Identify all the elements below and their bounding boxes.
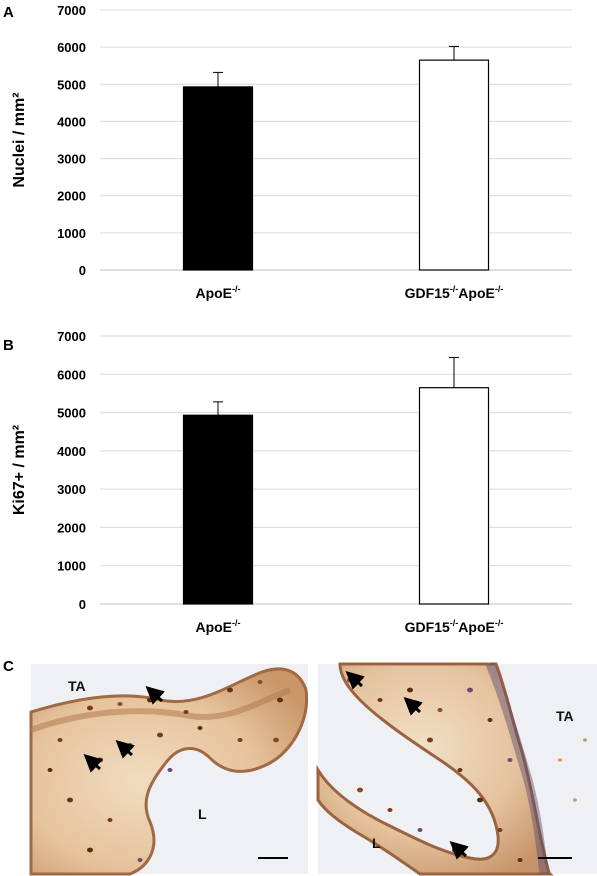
chart1-ytick-label: 2000 [57, 520, 86, 535]
stained-nucleus [107, 818, 113, 822]
stained-nucleus [517, 858, 523, 862]
chart1-y-axis-label: Ki67+ / mm² [11, 425, 28, 515]
chart1-bar-1 [418, 387, 490, 605]
stained-nucleus [57, 738, 63, 742]
arrow-1 [145, 685, 165, 705]
chart0-category-label: GDF15-/-ApoE-/- [405, 284, 504, 301]
stained-nucleus [417, 828, 423, 832]
stained-nucleus [497, 828, 503, 832]
stained-nucleus [147, 697, 153, 703]
tissue-right [316, 662, 554, 876]
chart0-bar-1 [418, 59, 490, 271]
stained-nucleus [183, 710, 189, 714]
chart-b: 0 1000 2000 3000 4000 5000 6000 7000 Ki67+ / mm²… [11, 329, 572, 635]
stained-nucleus [357, 787, 363, 793]
chart0-category-label: ApoE-/- [195, 284, 240, 301]
micrograph-right: TA L [316, 662, 597, 876]
stained-nucleus [457, 768, 463, 772]
chart1-ytick-label: 1000 [57, 559, 86, 574]
chart0-ytick-label: 1000 [57, 226, 86, 241]
stained-nucleus [137, 858, 143, 862]
chart0-y-axis-label: Nuclei / mm² [11, 92, 28, 187]
stained-nucleus [583, 738, 587, 742]
endothelium-right [485, 662, 549, 875]
stained-nucleus [197, 726, 203, 730]
stained-nucleus [237, 738, 243, 742]
stained-nucleus [117, 702, 123, 706]
stained-nucleus [427, 737, 433, 743]
chart1-ytick-label: 6000 [57, 367, 86, 382]
stained-nucleus [467, 687, 473, 693]
arrow-2 [115, 739, 135, 759]
chart1-ytick-label: 3000 [57, 482, 86, 497]
arrow-5 [403, 696, 423, 716]
panel-letter-c: C [3, 658, 14, 675]
chart-a: 0 1000 2000 3000 4000 5000 6000 7000 Nuclei / mm… [11, 3, 572, 301]
stained-nucleus [558, 758, 562, 762]
chart1-category-label: GDF15-/-ApoE-/- [405, 618, 504, 635]
micrograph-left-label-ta: TA [68, 678, 86, 694]
micrograph-left: TA L [29, 664, 309, 876]
stained-nucleus [97, 757, 103, 763]
panel-letter-b: B [3, 337, 14, 354]
stained-nucleus [167, 768, 173, 772]
stained-nucleus [477, 797, 483, 803]
arrow-6 [449, 840, 469, 860]
stained-nucleus [507, 758, 513, 762]
chart1-ytick-label: 4000 [57, 444, 86, 459]
tissue-left [29, 667, 309, 876]
stained-nucleus [573, 798, 577, 802]
chart0-ytick-label: 3000 [57, 152, 86, 167]
stained-nucleus [257, 680, 263, 684]
stained-nucleus [87, 705, 93, 711]
stained-nucleus [437, 708, 443, 712]
stained-nucleus [277, 697, 283, 703]
micrograph-right-label-l: L [372, 835, 381, 851]
stained-nucleus [47, 768, 53, 772]
panel-letter-a: A [3, 4, 14, 21]
stained-nucleus [87, 847, 93, 853]
chart1-category-label: ApoE-/- [195, 618, 240, 635]
chart1-ytick-label: 0 [79, 597, 86, 612]
chart1-ytick-label: 7000 [57, 329, 86, 344]
chart1-bar-0 [182, 414, 254, 605]
media-layer-left [29, 687, 292, 733]
chart0-ytick-label: 6000 [57, 40, 86, 55]
arrow-4 [345, 670, 365, 690]
chart0-ytick-label: 5000 [57, 77, 86, 92]
chart1-ytick-label: 5000 [57, 406, 86, 421]
stained-nucleus [127, 743, 133, 747]
stained-nucleus [487, 718, 493, 722]
micrograph-right-label-ta: TA [556, 708, 574, 724]
arrow-3 [83, 753, 103, 773]
chart0-bar-0 [182, 86, 254, 271]
stained-nucleus [67, 797, 73, 803]
chart0-ytick-label: 0 [79, 263, 86, 278]
micrograph-left-label-l: L [198, 806, 207, 822]
stained-nucleus [227, 687, 233, 693]
stained-nucleus [377, 698, 383, 702]
stained-nucleus [157, 732, 163, 738]
stained-nucleus [387, 808, 393, 812]
stained-nucleus [273, 737, 279, 743]
chart0-ytick-label: 2000 [57, 189, 86, 204]
chart0-ytick-label: 7000 [57, 3, 86, 18]
stained-nucleus [407, 687, 413, 693]
chart0-ytick-label: 4000 [57, 114, 86, 129]
